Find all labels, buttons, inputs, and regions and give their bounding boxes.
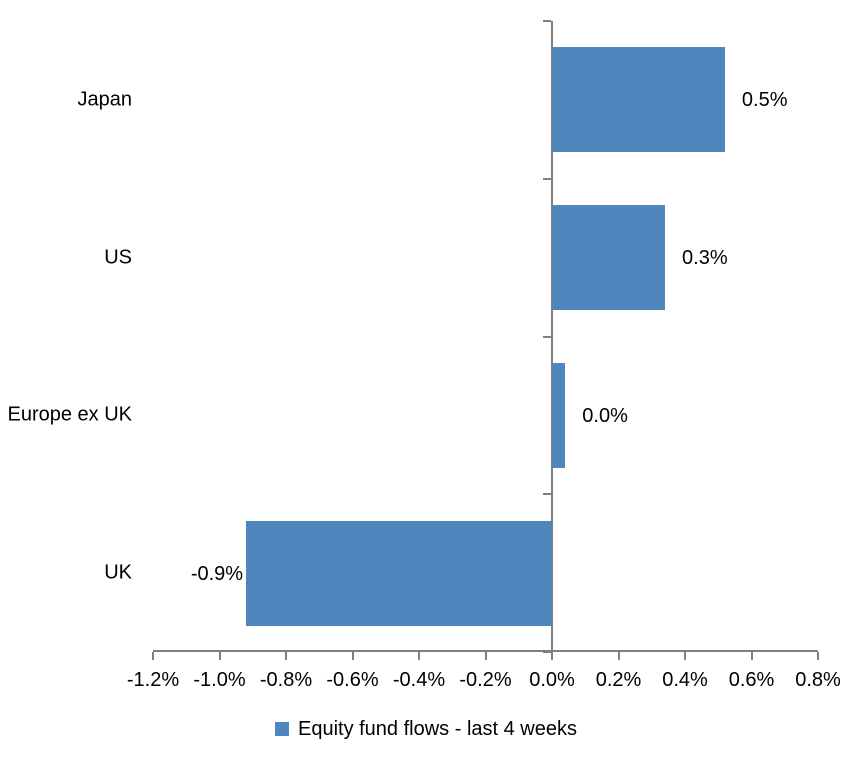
value-axis-tick xyxy=(551,652,553,660)
bar-us xyxy=(552,205,666,310)
category-axis-tick xyxy=(543,178,551,180)
value-axis-tick-label: -0.8% xyxy=(259,669,313,691)
value-axis-tick xyxy=(418,652,420,660)
legend-marker-icon xyxy=(274,722,289,736)
value-axis-tick-label: 0.6% xyxy=(728,669,775,691)
category-axis-tick xyxy=(543,493,551,495)
value-axis-tick xyxy=(218,652,221,660)
category-label-japan: Japan xyxy=(77,88,133,111)
value-axis-tick-label: -0.2% xyxy=(459,669,512,691)
value-axis-tick-label: 0.2% xyxy=(595,669,642,691)
plot-area: -1.2% -1.0% -0.8% -0.6% -0.4% -0.2% 0.0% 0.2% 0.… xyxy=(127,20,841,691)
bar-value-label-us: 0.3% xyxy=(682,246,728,269)
category-axis-tick xyxy=(543,651,551,653)
bar-value-label-japan: 0.5% xyxy=(741,88,788,111)
value-axis-tick-label: 0.8% xyxy=(795,669,841,691)
value-axis-tick xyxy=(817,652,819,660)
value-axis-tick xyxy=(750,652,753,660)
value-axis-tick-label: -0.4% xyxy=(392,669,446,691)
value-axis-tick-label: 0.4% xyxy=(662,669,708,691)
bar-value-label-europe-ex-uk: 0.0% xyxy=(582,404,628,427)
legend-label: Equity fund flows - last 4 weeks xyxy=(297,717,577,740)
value-axis-tick xyxy=(351,652,354,660)
value-axis-line xyxy=(153,650,818,652)
category-axis-tick xyxy=(543,336,551,338)
bar-uk xyxy=(246,521,552,626)
value-axis-tick xyxy=(617,652,620,660)
category-axis-tick xyxy=(543,20,551,22)
bar-value-label-uk: -0.9% xyxy=(190,562,244,585)
bar-europe-ex-uk xyxy=(552,363,566,468)
category-axis-line xyxy=(551,21,553,652)
category-label-us: US xyxy=(104,246,132,269)
value-axis-tick xyxy=(152,652,154,660)
value-axis-tick-label: -1.0% xyxy=(193,669,246,691)
value-axis-tick-label: 0.0% xyxy=(529,669,575,691)
value-axis-tick xyxy=(285,652,287,660)
value-axis-tick-label: -0.6% xyxy=(326,669,379,691)
legend: Equity fund flows - last 4 weeks xyxy=(0,714,852,744)
bar-japan xyxy=(552,47,725,152)
value-axis-tick xyxy=(484,652,487,660)
value-axis-tick-label: -1.2% xyxy=(126,669,180,691)
value-axis-tick xyxy=(684,652,686,660)
category-label-uk: UK xyxy=(104,561,132,584)
category-label-europe-ex-uk: Europe ex UK xyxy=(7,403,132,426)
category-axis-labels: Japan US Europe ex UK UK xyxy=(0,21,132,652)
